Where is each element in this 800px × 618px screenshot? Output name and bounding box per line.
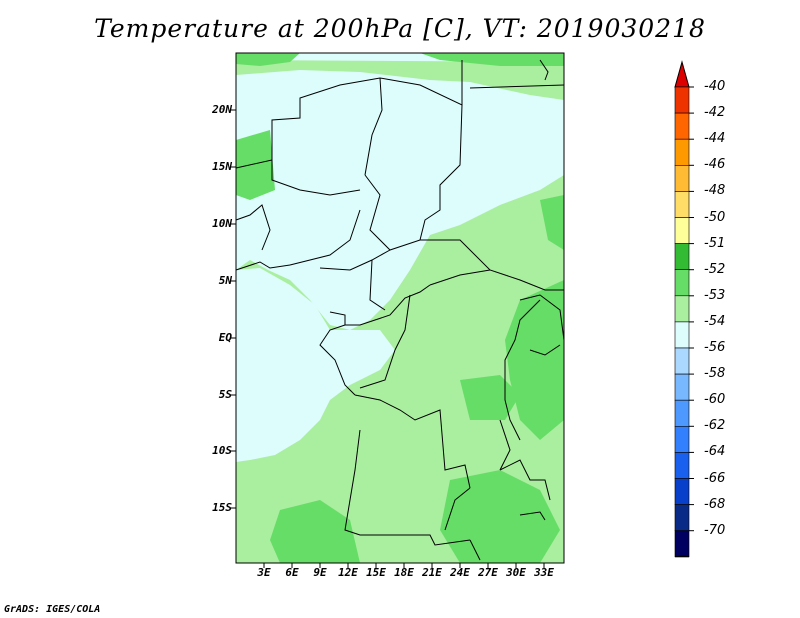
warm-region-top xyxy=(236,53,300,66)
colorbar-label: -53 xyxy=(704,287,726,303)
lat-label-15n: 15N xyxy=(212,160,232,173)
lon-label-15e: 15E xyxy=(366,566,386,579)
lat-label-5n: 5N xyxy=(218,274,232,287)
lon-label-33e: 33E xyxy=(534,566,554,579)
warm-region-southeast xyxy=(440,470,560,563)
colorbar-label: -52 xyxy=(704,261,726,277)
footer-credit: GrADS: IGES/COLA xyxy=(4,604,101,615)
lon-label-9e: 9E xyxy=(313,566,327,579)
colorbar-segment xyxy=(674,191,690,218)
lat-label-10n: 10N xyxy=(212,217,232,230)
lon-label-12e: 12E xyxy=(338,566,358,579)
colorbar-top-triangle xyxy=(674,60,690,88)
colorbar-segment xyxy=(674,452,690,479)
map-title: Temperature at 200hPa [C], VT: 201903021… xyxy=(94,14,706,43)
lat-label-5s: 5S xyxy=(218,388,232,401)
colorbar-segment xyxy=(674,478,690,505)
lon-label-6e: 6E xyxy=(285,566,299,579)
colorbar-label: -40 xyxy=(704,79,726,94)
lon-label-3e: 3E xyxy=(257,566,271,579)
map-panel xyxy=(231,52,565,568)
colorbar-label: -50 xyxy=(704,209,726,225)
colorbar-label: -70 xyxy=(704,522,726,538)
colorbar-segment xyxy=(674,399,690,427)
lat-label-eq: EQ xyxy=(218,331,232,344)
colorbar-label: -68 xyxy=(704,496,726,512)
colorbar-segment xyxy=(674,321,690,349)
colorbar-segment xyxy=(674,425,690,453)
colorbar-segment xyxy=(674,217,690,244)
colorbar-label: -51 xyxy=(704,235,726,251)
lat-label-20n: 20N xyxy=(212,103,232,116)
country-borders xyxy=(235,59,565,561)
map-frame xyxy=(235,52,565,564)
colorbar-label: -64 xyxy=(704,444,726,460)
lat-label-10s: 10S xyxy=(212,444,232,457)
colorbar-label: -58 xyxy=(704,366,726,382)
colorbar-label: -46 xyxy=(704,157,726,173)
colorbar-segment xyxy=(674,504,690,532)
colorbar xyxy=(674,60,694,558)
lon-label-24e: 24E xyxy=(450,566,470,579)
colorbar-segment xyxy=(674,373,690,401)
colorbar-label: -42 xyxy=(704,105,726,121)
cold-region-north xyxy=(236,70,564,330)
colorbar-label: -48 xyxy=(704,183,726,199)
tick-marks xyxy=(231,109,545,568)
lon-label-21e: 21E xyxy=(422,566,442,579)
colorbar-segment xyxy=(674,269,690,297)
colorbar-label: -66 xyxy=(704,470,726,486)
colorbar-segment xyxy=(674,165,690,192)
lon-label-30e: 30E xyxy=(506,566,526,579)
colorbar-label: -60 xyxy=(704,392,726,408)
colorbar-segment xyxy=(674,86,690,114)
lat-label-15s: 15S xyxy=(212,501,232,514)
colorbar-label: -56 xyxy=(704,340,726,355)
colorbar-label: -54 xyxy=(704,313,726,329)
warm-region-southwest xyxy=(270,500,360,563)
colorbar-segment xyxy=(674,112,690,140)
colorbar-segment xyxy=(674,243,690,271)
colorbar-segment xyxy=(674,530,690,558)
colorbar-segment xyxy=(674,138,690,166)
colorbar-segment xyxy=(674,347,690,375)
colorbar-label: -62 xyxy=(704,418,726,434)
colorbar-label: -44 xyxy=(704,131,726,147)
warm-region-west xyxy=(236,130,275,200)
colorbar-segment xyxy=(674,295,690,323)
lon-label-27e: 27E xyxy=(478,566,498,579)
warm-region-east-mid xyxy=(540,195,564,250)
lon-label-18e: 18E xyxy=(394,566,414,579)
cold-region-west-coast xyxy=(236,268,395,462)
warm-region-top-right xyxy=(420,53,564,66)
colorbar-bottom-triangle xyxy=(674,555,690,558)
